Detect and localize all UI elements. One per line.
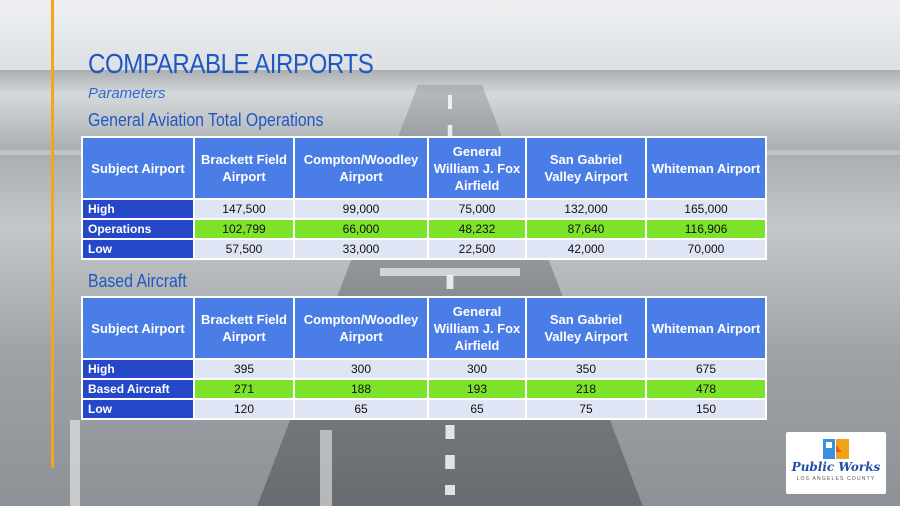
table-row-low: Low 57,500 33,000 22,500 42,000 70,000: [81, 238, 767, 260]
table-cell: 478: [645, 378, 767, 400]
table-cell: 218: [525, 378, 647, 400]
table-cell: 102,799: [193, 218, 295, 240]
table-cell: 132,000: [525, 198, 647, 220]
table-cell: 350: [525, 358, 647, 380]
row-label: Low: [81, 238, 195, 260]
runway-light-post: [70, 420, 80, 506]
column-header: Subject Airport: [81, 136, 195, 200]
table-row-operations: Operations 102,799 66,000 48,232 87,640 …: [81, 218, 767, 240]
table-cell: 395: [193, 358, 295, 380]
table-cell: 300: [293, 358, 429, 380]
table-cell: 87,640: [525, 218, 647, 240]
column-header: Subject Airport: [81, 296, 195, 360]
aircraft-section-title: Based Aircraft: [88, 271, 187, 291]
column-header: San Gabriel Valley Airport: [525, 136, 647, 200]
table-row-high: High 147,500 99,000 75,000 132,000 165,0…: [81, 198, 767, 220]
table-cell: 99,000: [293, 198, 429, 220]
public-works-mark-icon: [823, 439, 849, 459]
column-header: Whiteman Airport: [645, 296, 767, 360]
table-cell: 75: [525, 398, 647, 420]
column-header: San Gabriel Valley Airport: [525, 296, 647, 360]
operations-table: Subject Airport Brackett Field Airport C…: [81, 136, 767, 260]
runway-centerline: [445, 95, 455, 495]
row-label: Based Aircraft: [81, 378, 195, 400]
table-cell: 22,500: [427, 238, 527, 260]
logo-name: Public Works: [791, 460, 881, 474]
table-header-row: Subject Airport Brackett Field Airport C…: [81, 296, 767, 360]
table-row-low: Low 120 65 65 75 150: [81, 398, 767, 420]
page-subtitle: Parameters: [88, 85, 166, 102]
table-row-based-aircraft: Based Aircraft 271 188 193 218 478: [81, 378, 767, 400]
table-cell: 675: [645, 358, 767, 380]
operations-section-title: General Aviation Total Operations: [88, 110, 324, 130]
page-title: COMPARABLE AIRPORTS: [88, 48, 374, 79]
table-cell: 65: [293, 398, 429, 420]
row-label: Operations: [81, 218, 195, 240]
table-cell: 193: [427, 378, 527, 400]
table-cell: 75,000: [427, 198, 527, 220]
row-label: High: [81, 358, 195, 380]
public-works-logo: Public Works LOS ANGELES COUNTY: [786, 432, 886, 494]
column-header: Brackett Field Airport: [193, 296, 295, 360]
column-header: General William J. Fox Airfield: [427, 296, 527, 360]
table-cell: 57,500: [193, 238, 295, 260]
table-cell: 271: [193, 378, 295, 400]
based-aircraft-table: Subject Airport Brackett Field Airport C…: [81, 296, 767, 420]
table-cell: 70,000: [645, 238, 767, 260]
table-cell: 150: [645, 398, 767, 420]
table-cell: 188: [293, 378, 429, 400]
table-header-row: Subject Airport Brackett Field Airport C…: [81, 136, 767, 200]
horizon-haze: [0, 70, 900, 92]
accent-line: [51, 0, 54, 468]
runway-light-post: [320, 430, 332, 506]
row-label: High: [81, 198, 195, 220]
table-cell: 147,500: [193, 198, 295, 220]
table-cell: 48,232: [427, 218, 527, 240]
table-cell: 65: [427, 398, 527, 420]
table-cell: 300: [427, 358, 527, 380]
column-header: Compton/Woodley Airport: [293, 136, 429, 200]
table-cell: 42,000: [525, 238, 647, 260]
table-cell: 33,000: [293, 238, 429, 260]
column-header: General William J. Fox Airfield: [427, 136, 527, 200]
table-row-high: High 395 300 300 350 675: [81, 358, 767, 380]
table-cell: 116,906: [645, 218, 767, 240]
column-header: Compton/Woodley Airport: [293, 296, 429, 360]
column-header: Whiteman Airport: [645, 136, 767, 200]
row-label: Low: [81, 398, 195, 420]
runway-marker: [380, 268, 520, 276]
table-cell: 165,000: [645, 198, 767, 220]
table-cell: 120: [193, 398, 295, 420]
logo-county: LOS ANGELES COUNTY: [796, 476, 876, 482]
column-header: Brackett Field Airport: [193, 136, 295, 200]
table-cell: 66,000: [293, 218, 429, 240]
